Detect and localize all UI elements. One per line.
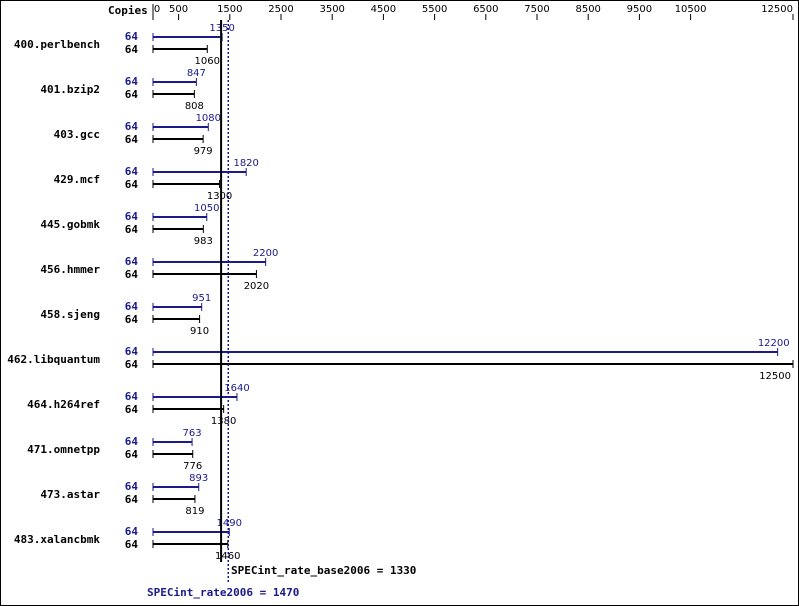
base-value-label: 12500 <box>759 371 791 382</box>
benchmark-rows: 400.perlbench646413501060401.bzip2646484… <box>7 23 794 562</box>
x-tick-label: 3500 <box>319 4 344 15</box>
peak-copies: 64 <box>125 30 139 43</box>
peak-value-label: 847 <box>187 68 206 79</box>
peak-copies: 64 <box>125 480 139 493</box>
peak-copies: 64 <box>125 345 139 358</box>
benchmark-name: 458.sjeng <box>40 308 100 321</box>
benchmark-name: 401.bzip2 <box>40 83 100 96</box>
base-copies: 64 <box>125 88 139 101</box>
benchmark-name: 445.gobmk <box>40 218 100 231</box>
base-copies: 64 <box>125 313 139 326</box>
peak-value-label: 2200 <box>253 248 278 259</box>
benchmark-name: 400.perlbench <box>14 38 100 51</box>
base-copies: 64 <box>125 448 139 461</box>
x-tick-label: 1500 <box>217 4 242 15</box>
peak-copies: 64 <box>125 435 139 448</box>
x-tick-label: 500 <box>169 4 188 15</box>
peak-reference-label: SPECint_rate2006 = 1470 <box>147 586 299 599</box>
base-value-label: 1060 <box>195 56 220 67</box>
peak-value-label: 1080 <box>196 113 221 124</box>
x-tick-label: 8500 <box>575 4 600 15</box>
peak-value-label: 951 <box>192 293 211 304</box>
base-value-label: 2020 <box>244 281 269 292</box>
base-value-label: 1380 <box>211 416 236 427</box>
benchmark-name: 471.omnetpp <box>27 443 100 456</box>
x-tick-label: 4500 <box>371 4 396 15</box>
base-value-label: 1300 <box>207 191 232 202</box>
base-value-label: 776 <box>183 461 202 472</box>
base-copies: 64 <box>125 493 139 506</box>
peak-copies: 64 <box>125 75 139 88</box>
peak-value-label: 1640 <box>224 383 249 394</box>
peak-copies: 64 <box>125 165 139 178</box>
peak-copies: 64 <box>125 210 139 223</box>
peak-copies: 64 <box>125 525 139 538</box>
benchmark-name: 403.gcc <box>54 128 100 141</box>
peak-copies: 64 <box>125 300 139 313</box>
peak-copies: 64 <box>125 255 139 268</box>
base-value-label: 819 <box>185 506 204 517</box>
benchmark-name: 464.h264ref <box>27 398 100 411</box>
benchmark-name: 473.astar <box>40 488 100 501</box>
benchmark-name: 429.mcf <box>54 173 100 186</box>
base-copies: 64 <box>125 178 139 191</box>
base-value-label: 808 <box>185 101 204 112</box>
peak-value-label: 763 <box>183 428 202 439</box>
x-axis-ticks: 0 500 1500 2500 3500 4500 5500 6500 7500 8500 9500… <box>152 4 794 20</box>
base-copies: 64 <box>125 43 139 56</box>
base-value-label: 983 <box>194 236 213 247</box>
benchmark-name: 483.xalancbmk <box>14 533 100 546</box>
base-copies: 64 <box>125 133 139 146</box>
base-copies: 64 <box>125 223 139 236</box>
base-copies: 64 <box>125 403 139 416</box>
benchmark-name: 462.libquantum <box>7 353 100 366</box>
x-tick-label: 0 <box>154 4 160 15</box>
x-tick-label: 5500 <box>422 4 447 15</box>
base-copies: 64 <box>125 538 139 551</box>
peak-value-label: 1050 <box>194 203 219 214</box>
base-value-label: 910 <box>190 326 209 337</box>
peak-value-label: 1350 <box>209 23 234 34</box>
x-tick-label: 2500 <box>268 4 293 15</box>
x-tick-label: 9500 <box>627 4 652 15</box>
base-copies: 64 <box>125 268 139 281</box>
copies-header: Copies <box>108 4 148 17</box>
peak-copies: 64 <box>125 390 139 403</box>
peak-copies: 64 <box>125 120 139 133</box>
base-copies: 64 <box>125 358 139 371</box>
reference-lines: SPECint_rate_base2006 = 1330 SPECint_rate… <box>147 20 416 599</box>
x-tick-label: 6500 <box>473 4 498 15</box>
peak-value-label: 12200 <box>758 338 790 349</box>
x-tick-label: 12500 <box>761 4 793 15</box>
base-reference-label: SPECint_rate_base2006 = 1330 <box>231 564 416 577</box>
peak-value-label: 893 <box>189 473 208 484</box>
benchmark-name: 456.hmmer <box>40 263 100 276</box>
x-tick-label: 10500 <box>675 4 707 15</box>
peak-value-label: 1820 <box>233 158 258 169</box>
base-value-label: 979 <box>194 146 213 157</box>
peak-value-label: 1490 <box>217 518 242 529</box>
x-tick-label: 7500 <box>524 4 549 15</box>
